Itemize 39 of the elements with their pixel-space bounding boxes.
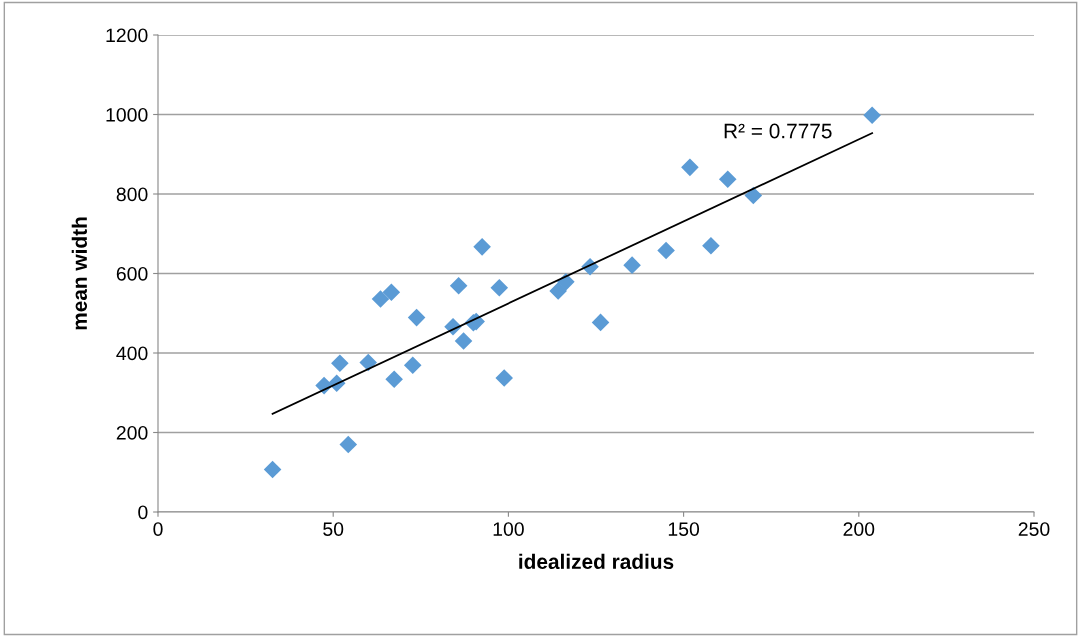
y-tick-label: 600 xyxy=(116,266,148,281)
point xyxy=(385,370,403,389)
point xyxy=(382,283,401,301)
y-tick-label: 1000 xyxy=(106,107,148,122)
point xyxy=(623,256,641,274)
point xyxy=(863,106,881,125)
y-tick-label: 0 xyxy=(138,505,148,520)
point xyxy=(331,354,349,373)
x-tick-label: 250 xyxy=(1018,522,1050,536)
point xyxy=(718,170,737,189)
x-tick-label: 200 xyxy=(843,522,875,536)
y-tick-label: 200 xyxy=(116,425,148,440)
point xyxy=(744,186,763,205)
point xyxy=(591,313,610,332)
x-tick-label: 0 xyxy=(153,522,163,536)
x-tick-label: 150 xyxy=(668,522,700,536)
y-axis-title: mean width xyxy=(71,217,88,330)
point xyxy=(339,435,358,454)
point xyxy=(371,290,390,308)
x-axis-title: idealized radius xyxy=(519,553,674,570)
point xyxy=(549,282,567,300)
point xyxy=(490,279,509,297)
point xyxy=(449,277,468,295)
y-tick-label: 1200 xyxy=(106,28,148,43)
point xyxy=(454,332,473,350)
point xyxy=(263,460,282,479)
x-tick-label: 100 xyxy=(493,522,524,536)
y-tick-label: 800 xyxy=(116,187,148,202)
x-tick-label: 50 xyxy=(323,522,344,536)
point xyxy=(403,356,422,375)
point xyxy=(407,308,426,327)
point xyxy=(702,236,720,255)
annotation: R² = 0.7775 xyxy=(724,123,832,139)
point xyxy=(495,369,513,387)
y-tick-label: 400 xyxy=(116,346,148,361)
point xyxy=(359,353,378,372)
point xyxy=(473,238,491,256)
point xyxy=(657,241,675,260)
point xyxy=(681,158,699,177)
